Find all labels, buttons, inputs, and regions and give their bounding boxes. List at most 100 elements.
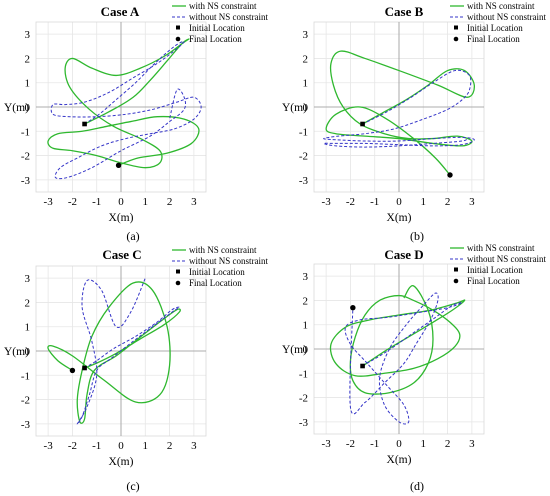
y-tick-label: -3 [299, 417, 309, 429]
legend-swatch-final [175, 280, 181, 286]
y-tick-label: -1 [21, 370, 30, 382]
x-tick-label: 2 [167, 440, 173, 452]
x-tick-label: 0 [118, 440, 124, 452]
y-tick-label: 2 [25, 53, 31, 65]
y-tick-label: -2 [21, 395, 30, 407]
x-tick-label: -2 [68, 196, 77, 208]
legend-swatch-initial [454, 267, 458, 272]
series-line-without-ns [76, 277, 180, 425]
x-tick-label: 2 [445, 438, 451, 450]
x-tick-label: 3 [469, 438, 475, 450]
initial-location-marker [360, 121, 365, 127]
legend-swatch-final [453, 278, 459, 284]
x-tick-label: 1 [143, 440, 149, 452]
y-axis-label: Y(m) [282, 344, 307, 356]
chart-panel-b: -3 -2 -1 0 1 2 3 -3 -2 -1 0 1 2 3 X(m) Y(m) Case B (b) wit… [282, 1, 546, 243]
legend-swatch-initial [454, 25, 458, 30]
x-tick-label: 3 [191, 196, 197, 208]
x-tick-label: 0 [396, 196, 402, 208]
y-axis-label: Y(m) [4, 102, 29, 114]
final-location-marker [350, 305, 356, 311]
panel-caption: (d) [410, 479, 424, 493]
chart-panel-a: -3 -2 -1 0 1 2 3 -3 -2 -1 0 1 2 3 X(m) Y(m) Case A (a) wit… [4, 1, 268, 243]
legend-swatch-final [175, 36, 181, 42]
x-tick-label: 0 [118, 196, 124, 208]
panel-caption: (c) [126, 479, 139, 493]
legend-label-without-ns: without NS constraint [189, 12, 268, 22]
y-axis-label: Y(m) [282, 102, 307, 114]
legend-label-initial: Initial Location [467, 265, 523, 275]
chart-panel-c: -3 -2 -1 0 1 2 3 -3 -2 -1 0 1 2 3 X(m) Y(m) Case C (c) wit… [4, 245, 268, 493]
x-tick-label: 3 [469, 196, 475, 208]
legend-swatch-initial [176, 269, 180, 274]
series-line-without-ns [344, 292, 463, 425]
y-tick-label: 0 [25, 346, 31, 358]
x-axis-label: X(m) [387, 212, 412, 224]
legend-label-final: Final Location [467, 34, 520, 44]
y-tick-label: 2 [25, 297, 31, 309]
x-axis-label: X(m) [109, 456, 134, 468]
x-tick-label: -2 [346, 196, 355, 208]
x-tick-label: 0 [396, 438, 402, 450]
x-axis-label: X(m) [109, 212, 134, 224]
legend-label-with-ns: with NS constraint [189, 1, 257, 11]
legend-label-with-ns: with NS constraint [467, 243, 535, 253]
y-tick-label: 1 [303, 78, 309, 90]
x-tick-label: 2 [445, 196, 451, 208]
legend-label-with-ns: with NS constraint [189, 245, 257, 255]
x-tick-label: 1 [421, 438, 427, 450]
legend-label-initial: Initial Location [189, 23, 245, 33]
final-location-marker [447, 172, 453, 178]
x-tick-label: -3 [322, 438, 332, 450]
x-tick-label: 1 [143, 196, 149, 208]
x-axis-label: X(m) [387, 454, 412, 466]
panel-caption: (a) [126, 229, 139, 243]
final-location-marker [115, 162, 122, 168]
y-tick-label: 2 [303, 295, 309, 307]
y-tick-label: 3 [303, 29, 309, 41]
y-tick-label: 0 [303, 344, 309, 356]
y-tick-label: -2 [21, 151, 30, 163]
y-axis-label: Y(m) [4, 346, 29, 358]
y-tick-label: 3 [303, 271, 309, 283]
x-tick-label: 2 [167, 196, 173, 208]
legend-swatch-final [453, 36, 459, 42]
y-tick-label: 0 [303, 102, 309, 114]
y-tick-label: -1 [21, 126, 30, 138]
panel-caption: (b) [410, 229, 424, 243]
y-tick-label: 2 [303, 53, 309, 65]
x-tick-label: -1 [92, 196, 101, 208]
chart-title: Case B [385, 4, 424, 19]
x-tick-label: -2 [68, 440, 77, 452]
legend-label-without-ns: without NS constraint [467, 12, 546, 22]
y-tick-label: -2 [299, 393, 308, 405]
chart-title: Case A [101, 4, 140, 19]
y-tick-label: -1 [299, 368, 308, 380]
series-line-with-ns [47, 38, 200, 169]
chart-title: Case C [102, 247, 141, 262]
legend-swatch-initial [176, 25, 180, 30]
x-tick-label: -1 [92, 440, 101, 452]
initial-location-marker [360, 363, 365, 369]
chart-title: Case D [384, 247, 423, 262]
series-line-without-ns [50, 40, 202, 180]
series-line-with-ns [329, 285, 466, 395]
y-tick-label: -1 [299, 126, 308, 138]
x-tick-label: -3 [322, 196, 332, 208]
y-tick-label: -3 [299, 175, 309, 187]
legend-label-with-ns: with NS constraint [467, 1, 535, 11]
legend-label-final: Final Location [189, 278, 242, 288]
y-tick-label: 1 [25, 322, 31, 334]
legend-label-initial: Initial Location [189, 267, 245, 277]
legend-label-final: Final Location [189, 34, 242, 44]
x-tick-label: -2 [346, 438, 355, 450]
x-tick-label: 1 [421, 196, 427, 208]
initial-location-marker [82, 121, 87, 127]
x-tick-label: -3 [44, 440, 54, 452]
y-tick-label: -3 [21, 419, 31, 431]
